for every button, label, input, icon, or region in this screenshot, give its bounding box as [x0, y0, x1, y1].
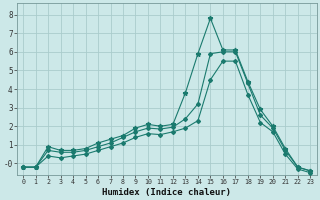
X-axis label: Humidex (Indice chaleur): Humidex (Indice chaleur): [102, 188, 231, 197]
